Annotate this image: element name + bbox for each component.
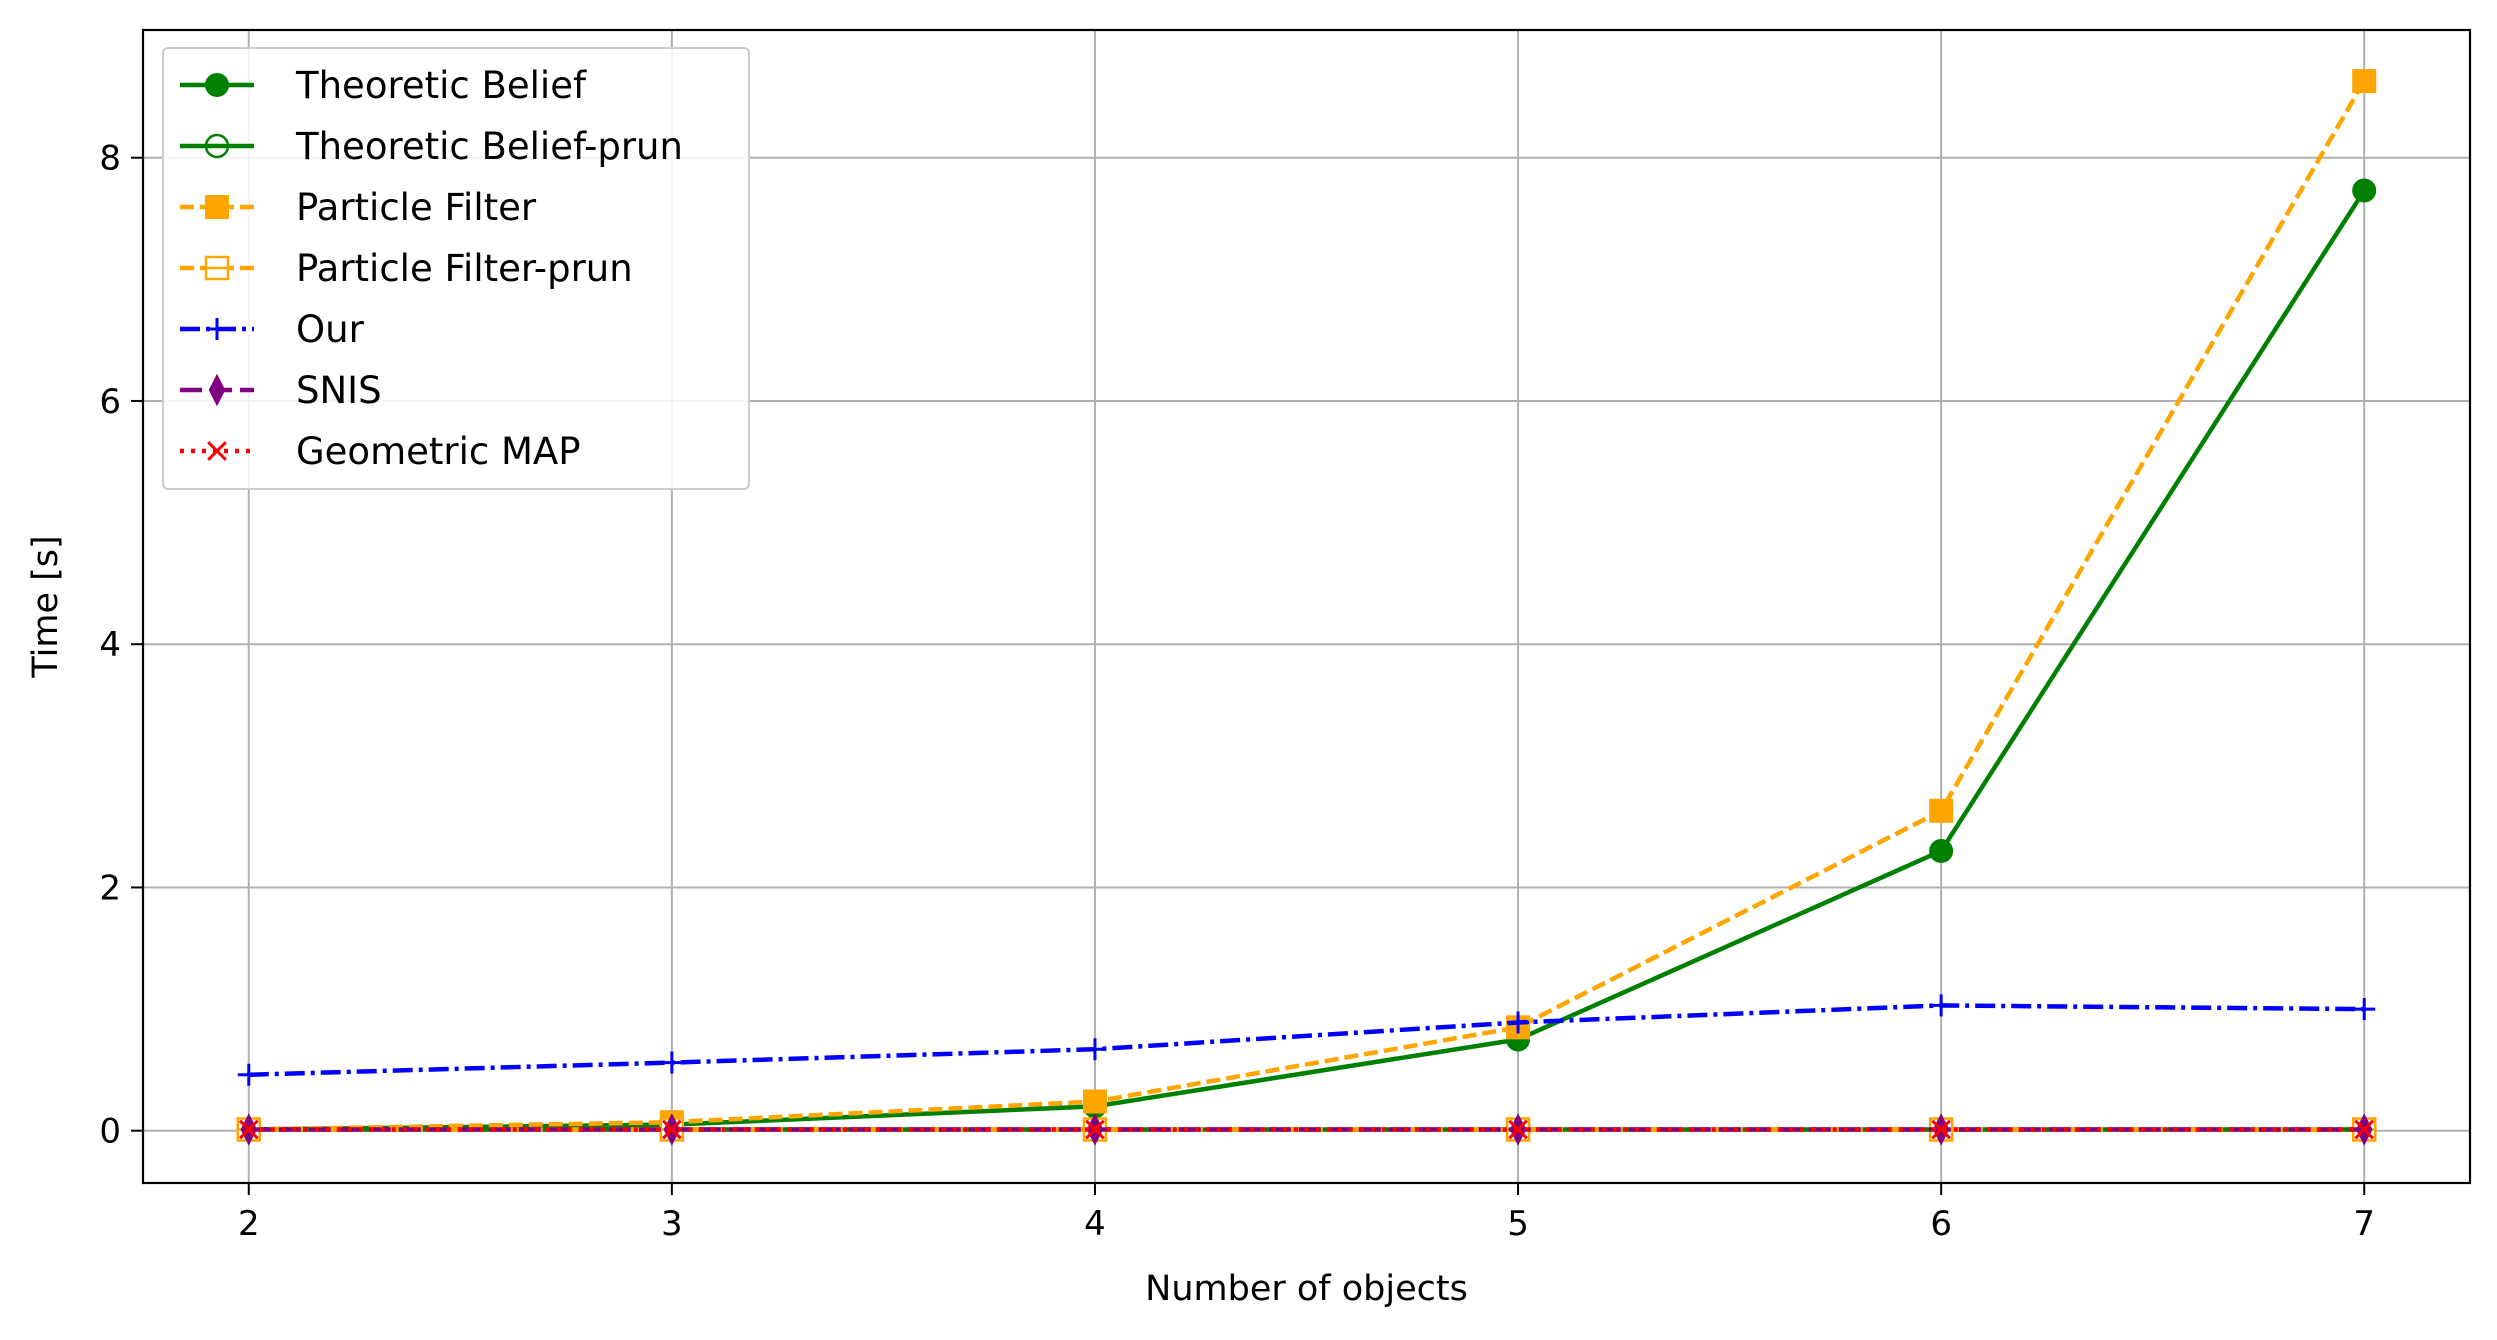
legend-label: Our bbox=[296, 308, 365, 351]
marker-x-b bbox=[207, 441, 227, 461]
data-point-theoretic-belief bbox=[2352, 178, 2377, 203]
data-point-geometric-map bbox=[662, 1119, 682, 1140]
legend-entry-our: Our bbox=[180, 308, 365, 351]
y-tick-label: 0 bbox=[99, 1112, 121, 1152]
y-tick-label: 2 bbox=[99, 868, 121, 908]
legend-marker bbox=[208, 373, 226, 407]
legend-label: Theoretic Belief-prun bbox=[295, 125, 683, 168]
legend-label: Geometric MAP bbox=[296, 430, 581, 473]
x-tick-label: 6 bbox=[1930, 1204, 1952, 1244]
data-point-our bbox=[1083, 1038, 1106, 1061]
data-point-geometric-map bbox=[1931, 1119, 1951, 1140]
x-tick-label: 7 bbox=[2353, 1204, 2375, 1244]
legend-entry-geometric-map: Geometric MAP bbox=[180, 430, 581, 473]
legend-entry-theoretic-belief-prun: Theoretic Belief-prun bbox=[180, 125, 683, 168]
data-point-particle-filter bbox=[1082, 1089, 1107, 1114]
legend-label: Theoretic Belief bbox=[295, 64, 587, 107]
data-point-our bbox=[660, 1051, 683, 1074]
legend-frame bbox=[162, 47, 750, 490]
plot-area-frame bbox=[141, 28, 2472, 1185]
legend-entry-particle-filter: Particle Filter bbox=[180, 186, 537, 229]
marker-x-b bbox=[1085, 1119, 1105, 1140]
x-tick-label: 4 bbox=[1084, 1204, 1106, 1244]
data-point-our bbox=[1930, 994, 1953, 1017]
legend-marker bbox=[205, 73, 229, 97]
x-axis-label: Number of objects bbox=[1145, 1269, 1468, 1309]
series-line-particle-filter bbox=[248, 79, 2367, 1132]
y-tick-label: 8 bbox=[99, 139, 121, 179]
plot-series bbox=[236, 69, 2377, 1146]
data-point-theoretic-belief bbox=[1929, 838, 1954, 863]
legend-entry-particle-filter-prun: Particle Filter-prun bbox=[180, 247, 633, 290]
data-point-our bbox=[237, 1063, 260, 1086]
legend-label: Particle Filter bbox=[296, 186, 537, 229]
data-point-geometric-map bbox=[2354, 1119, 2375, 1140]
marker-x-b bbox=[1508, 1119, 1528, 1140]
series-line-our bbox=[248, 1003, 2365, 1078]
legend-marker bbox=[205, 195, 229, 219]
x-tick-label: 2 bbox=[238, 1204, 260, 1244]
marker-x-b bbox=[662, 1119, 682, 1140]
legend-entry-snis: SNIS bbox=[180, 369, 382, 412]
y-tick-label: 4 bbox=[99, 625, 121, 665]
marker-x-b bbox=[238, 1119, 259, 1140]
x-tick-label: 5 bbox=[1507, 1204, 1529, 1244]
marker-x-b bbox=[1931, 1119, 1951, 1140]
data-point-particle-filter bbox=[1929, 798, 1954, 823]
data-point-geometric-map bbox=[1508, 1119, 1528, 1140]
axis-ticks: 2 3 4 5 6 7 0 2 4 6 8 bbox=[99, 139, 2375, 1244]
y-tick-label: 6 bbox=[99, 382, 121, 422]
legend-marker bbox=[207, 441, 227, 461]
x-tick-label: 3 bbox=[661, 1204, 683, 1244]
series-geometric-map bbox=[238, 1119, 2375, 1140]
series-our bbox=[237, 994, 2376, 1086]
data-point-geometric-map bbox=[1085, 1119, 1105, 1140]
data-point-geometric-map bbox=[238, 1119, 259, 1140]
legend-label: SNIS bbox=[296, 369, 382, 412]
legend-label: Particle Filter-prun bbox=[296, 247, 633, 290]
legend: Theoretic Belief Theoretic Belief-prun Par… bbox=[162, 47, 750, 490]
marker-x-b bbox=[2354, 1119, 2375, 1140]
data-point-our bbox=[2353, 998, 2376, 1021]
legend-marker bbox=[204, 133, 230, 159]
y-axis-label: Time [s] bbox=[26, 535, 66, 678]
data-point-particle-filter bbox=[2352, 69, 2377, 94]
legend-entry-theoretic-belief: Theoretic Belief bbox=[180, 64, 587, 107]
legend-marker bbox=[206, 318, 228, 340]
data-point-our bbox=[1507, 1011, 1530, 1034]
legend-marker bbox=[204, 255, 230, 281]
